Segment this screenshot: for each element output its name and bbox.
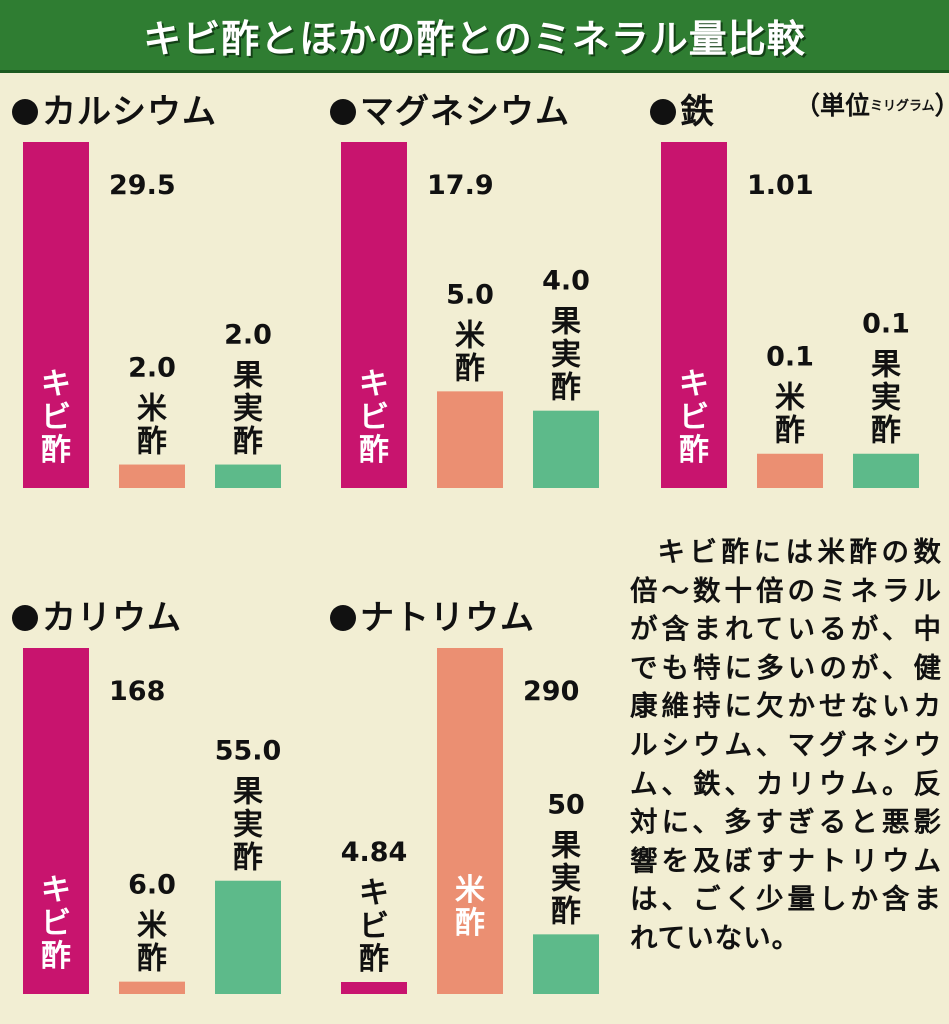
chart-title: 鉄 [650,84,715,133]
chart-title-text: カルシウム [42,92,217,132]
bar-2 [215,880,281,994]
value-label: 50 [547,789,585,820]
bar-2 [533,934,599,994]
bar-1 [437,648,503,994]
bar-2 [215,464,281,488]
bullet-icon [330,99,356,125]
chart-title-text: カリウム [42,598,182,638]
category-label-char: 米 [775,381,805,416]
category-label-char: 実 [551,861,581,896]
chart-title: カリウム [12,590,182,639]
category-label-char: 米 [455,318,485,353]
category-label-char: 酢 [41,433,71,468]
bullet-icon [12,99,38,125]
value-label: 29.5 [109,170,176,201]
page-title: キビ酢とほかの酢とのミネラル量比較 [143,16,806,61]
category-label-char: 酢 [359,942,389,977]
value-label: 0.1 [766,342,814,373]
chart-title: カルシウム [12,84,217,133]
category-label-char: 果 [233,775,263,810]
category-label-char: キ [41,367,71,402]
bar-0 [341,982,407,994]
category-label-char: ビ [359,909,389,944]
bar-0 [23,142,89,488]
bar-1 [119,981,185,994]
value-label: 4.0 [542,266,590,297]
bullet-icon [12,605,38,631]
category-label-char: 実 [233,392,263,427]
category-label-char: ビ [41,906,71,941]
value-label: 2.0 [224,320,272,351]
bar-0 [661,142,727,488]
category-label-char: ビ [41,400,71,435]
category-label-char: 酢 [359,433,389,468]
category-label-char: キ [359,876,389,911]
title-bar: キビ酢とほかの酢とのミネラル量比較 [0,0,949,73]
bar-2 [533,410,599,488]
category-label-char: キ [359,367,389,402]
category-label-char: 酢 [137,425,167,460]
value-label: 290 [523,676,579,707]
bar-2 [853,453,919,488]
chart-title: マグネシウム [330,84,570,133]
chart-title-text: ナトリウム [360,598,535,638]
bullet-icon [330,605,356,631]
chart-title: ナトリウム [330,590,535,639]
category-label-char: キ [679,367,709,402]
bullet-icon [650,99,676,125]
category-label-char: 酢 [455,906,485,941]
chart-title-text: 鉄 [680,92,715,132]
bar-0 [23,648,89,994]
value-label: 2.0 [128,353,176,384]
value-label: 0.1 [862,309,910,340]
value-label: 4.84 [341,837,408,868]
unit-close: ） [935,91,949,120]
unit-text: （単位 [795,91,871,120]
value-label: 168 [109,676,165,707]
unit-label: （単位ミリグラム） [795,86,949,122]
category-label-char: 果 [551,305,581,340]
category-label-char: 酢 [551,894,581,929]
value-label: 5.0 [446,279,494,310]
category-label-char: 酢 [679,433,709,468]
category-label-char: 酢 [551,371,581,406]
unit-small: ミリグラム [870,99,935,114]
value-label: 17.9 [427,170,494,201]
category-label-char: キ [41,873,71,908]
category-label-char: 実 [551,338,581,373]
category-label-char: 実 [871,381,901,416]
category-label-char: 酢 [871,414,901,449]
value-label: 6.0 [128,870,176,901]
category-label-char: ビ [679,400,709,435]
category-label-char: ビ [359,400,389,435]
category-label-char: 果 [871,348,901,383]
bar-1 [119,464,185,488]
value-label: 55.0 [215,736,282,767]
category-label-char: 実 [233,808,263,843]
category-label-char: 果 [233,359,263,394]
chart-title-text: マグネシウム [360,92,570,132]
category-label-char: 酢 [775,414,805,449]
category-label-char: 米 [455,873,485,908]
category-label-char: 酢 [137,942,167,977]
category-label-char: 米 [137,392,167,427]
description-text: キビ酢には米酢の数倍〜数十倍のミネラルが含まれているが、中でも特に多いのが、健康… [630,536,942,954]
category-label-char: 果 [551,828,581,863]
value-label: 1.01 [747,170,814,201]
bar-1 [757,453,823,488]
bar-0 [341,142,407,488]
category-label-char: 酢 [233,841,263,876]
category-label-char: 酢 [455,351,485,386]
category-label-char: 酢 [41,939,71,974]
category-label-char: 米 [137,909,167,944]
category-label-char: 酢 [233,425,263,460]
bar-1 [437,391,503,488]
